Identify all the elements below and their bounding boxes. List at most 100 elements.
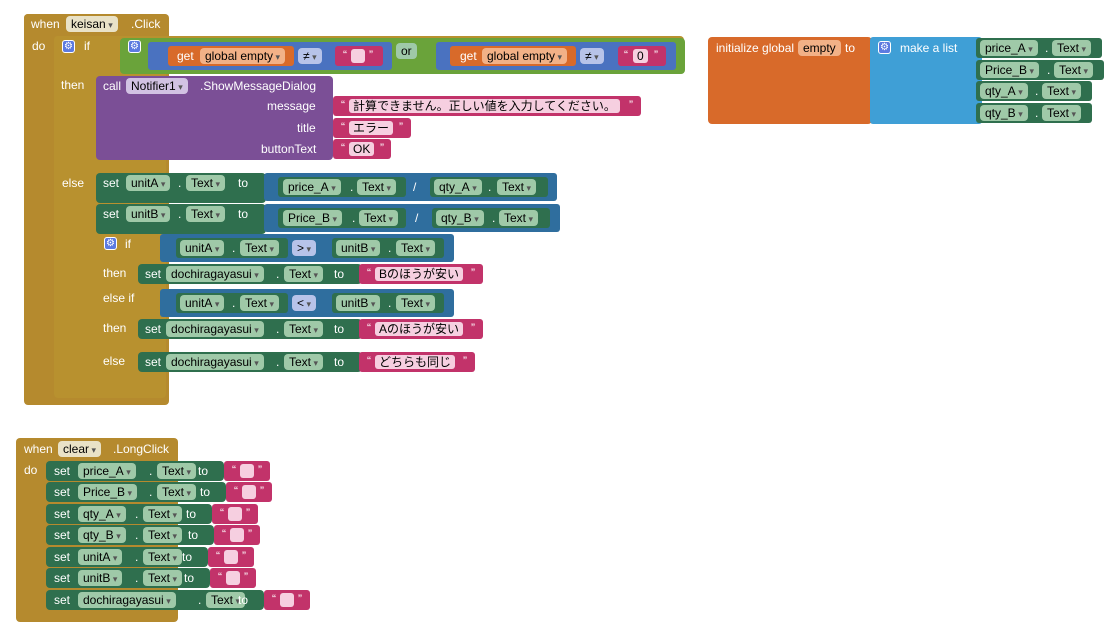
property-dropdown[interactable]: Text <box>357 179 397 195</box>
mutator-gear-icon[interactable]: ⚙ <box>104 237 117 250</box>
component-dropdown[interactable]: unitB <box>336 240 381 256</box>
set-unitB-block[interactable] <box>96 204 266 234</box>
to-label: to <box>198 464 209 478</box>
to-label: to <box>200 485 211 499</box>
operator-dropdown[interactable]: > <box>292 240 317 256</box>
component-dropdown[interactable]: dochiragayasui <box>166 321 264 337</box>
property-dropdown[interactable]: Text <box>284 321 324 337</box>
component-dropdown[interactable]: dochiragayasui <box>166 266 264 282</box>
property-dropdown[interactable]: Text <box>143 549 183 565</box>
initialize-global-block[interactable] <box>708 37 872 124</box>
text-empty[interactable]: “” <box>214 525 260 545</box>
then-label: then <box>61 78 85 92</box>
if-label: if <box>125 237 131 251</box>
component-dropdown[interactable]: unitA <box>180 295 225 311</box>
property-dropdown[interactable]: Text <box>284 354 324 370</box>
component-dropdown[interactable]: qty_B <box>436 210 484 226</box>
text-empty[interactable]: “” <box>224 461 270 481</box>
component-dropdown[interactable]: unitB <box>336 295 381 311</box>
text-empty[interactable]: “” <box>226 482 272 502</box>
component-dropdown[interactable]: unitB <box>78 570 123 586</box>
text-empty-1[interactable]: “” <box>335 46 383 66</box>
property-dropdown[interactable]: Text <box>206 592 246 608</box>
dot-separator: . <box>135 528 139 542</box>
component-dropdown[interactable]: price_A <box>980 40 1038 56</box>
property-dropdown[interactable]: Text <box>359 210 399 226</box>
component-dropdown[interactable]: qty_A <box>434 179 482 195</box>
or-dropdown[interactable]: or <box>396 43 417 59</box>
text-title[interactable]: “エラー” <box>333 118 411 138</box>
property-dropdown[interactable]: Text <box>143 570 183 586</box>
component-dropdown[interactable]: Price_B <box>980 62 1040 78</box>
property-dropdown[interactable]: Text <box>499 210 539 226</box>
set-label: set <box>54 528 71 542</box>
text-empty[interactable]: “” <box>212 504 258 524</box>
set-label: set <box>145 322 162 336</box>
property-dropdown[interactable]: Text <box>143 506 183 522</box>
property-dropdown[interactable]: Text <box>284 266 324 282</box>
set-label: set <box>54 550 71 564</box>
property-dropdown[interactable]: Text <box>497 179 537 195</box>
property-dropdown[interactable]: Text <box>157 484 197 500</box>
set-label: set <box>145 355 162 369</box>
text-a-cheap[interactable]: “Aのほうが安い” <box>359 319 483 339</box>
notifier-dropdown[interactable]: Notifier1 <box>126 78 188 94</box>
property-dropdown[interactable]: Text <box>143 527 183 543</box>
component-dropdown[interactable]: Price_B <box>78 484 138 500</box>
component-dropdown[interactable]: clear <box>58 441 102 457</box>
to-label: to <box>334 267 345 281</box>
to-label: to <box>845 41 856 55</box>
when-label: when <box>24 442 53 456</box>
variable-name-field[interactable]: empty <box>798 40 841 56</box>
or-gear-icon[interactable]: ⚙ <box>128 40 141 53</box>
component-dropdown[interactable]: qty_B <box>78 527 126 543</box>
property-dropdown[interactable]: Text <box>1054 62 1094 78</box>
property-dropdown[interactable]: Text <box>1042 83 1082 99</box>
variable-dropdown[interactable]: global empty <box>200 48 286 64</box>
component-dropdown[interactable]: dochiragayasui <box>166 354 264 370</box>
property-dropdown[interactable]: Text <box>186 206 226 222</box>
set-label: set <box>54 507 71 521</box>
make-list-label: make a list <box>900 41 958 55</box>
set-unitA-block[interactable] <box>96 173 266 203</box>
text-button[interactable]: “OK” <box>333 139 391 159</box>
property-dropdown[interactable]: Text <box>186 175 226 191</box>
component-dropdown[interactable]: Price_B <box>283 210 343 226</box>
operator-dropdown[interactable]: ≠ <box>298 48 322 64</box>
component-dropdown[interactable]: unitA <box>126 175 171 191</box>
component-dropdown[interactable]: unitA <box>180 240 225 256</box>
component-dropdown[interactable]: unitA <box>78 549 123 565</box>
property-dropdown[interactable]: Text <box>1052 40 1092 56</box>
property-dropdown[interactable]: Text <box>396 240 436 256</box>
component-dropdown[interactable]: dochiragayasui <box>78 592 176 608</box>
variable-dropdown[interactable]: global empty <box>482 48 568 64</box>
property-dropdown[interactable]: Text <box>240 295 280 311</box>
component-dropdown[interactable]: keisan <box>66 16 118 32</box>
property-dropdown[interactable]: Text <box>157 463 197 479</box>
text-zero[interactable]: “0” <box>618 46 666 66</box>
get-label: get <box>177 49 194 63</box>
mutator-gear-icon[interactable]: ⚙ <box>878 41 891 54</box>
property-dropdown[interactable]: Text <box>1042 105 1082 121</box>
text-same[interactable]: “どちらも同じ” <box>359 352 475 372</box>
message-param-label: message <box>267 99 316 113</box>
component-dropdown[interactable]: unitB <box>126 206 171 222</box>
component-dropdown[interactable]: qty_A <box>980 83 1028 99</box>
text-empty[interactable]: “” <box>208 547 254 567</box>
dot-separator: . <box>198 593 202 607</box>
call-label: call <box>103 79 122 93</box>
component-dropdown[interactable]: qty_B <box>980 105 1028 121</box>
text-empty[interactable]: “” <box>264 590 310 610</box>
component-dropdown[interactable]: qty_A <box>78 506 126 522</box>
text-message[interactable]: “計算できません。正しい値を入力してください。” <box>333 96 641 116</box>
operator-dropdown[interactable]: ≠ <box>580 48 604 64</box>
text-empty[interactable]: “” <box>210 568 256 588</box>
property-dropdown[interactable]: Text <box>240 240 280 256</box>
component-dropdown[interactable]: price_A <box>78 463 136 479</box>
text-b-cheap[interactable]: “Bのほうが安い” <box>359 264 483 284</box>
mutator-gear-icon[interactable]: ⚙ <box>62 40 75 53</box>
property-dropdown[interactable]: Text <box>396 295 436 311</box>
operator-dropdown[interactable]: < <box>292 295 317 311</box>
component-dropdown[interactable]: price_A <box>283 179 341 195</box>
dot-separator: . <box>135 550 139 564</box>
